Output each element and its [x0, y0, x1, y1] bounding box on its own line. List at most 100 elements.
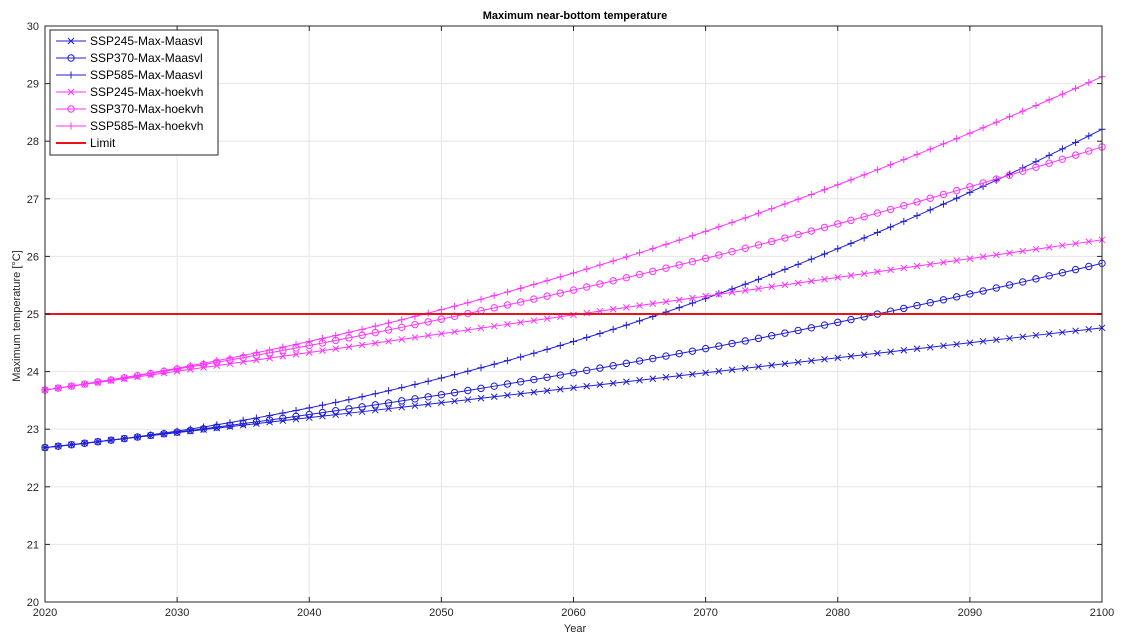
- data-point: [1006, 113, 1014, 121]
- data-point: [107, 436, 115, 444]
- data-point: [1045, 159, 1053, 167]
- data-point: [358, 403, 366, 411]
- data-point: [464, 326, 472, 334]
- data-point: [847, 216, 855, 225]
- data-point: [794, 358, 802, 366]
- data-point: [675, 236, 683, 244]
- data-point: [517, 390, 525, 398]
- data-point: [1058, 90, 1066, 98]
- data-point: [1085, 132, 1093, 140]
- data-point: [662, 298, 670, 306]
- legend-marker: [67, 122, 75, 130]
- data-point: [926, 145, 934, 153]
- data-point: [1032, 163, 1040, 171]
- data-point: [662, 373, 670, 381]
- x-tick-label: 2060: [561, 607, 585, 619]
- data-point: [701, 344, 710, 353]
- data-point: [939, 200, 947, 208]
- data-point: [926, 343, 934, 351]
- data-point: [1072, 138, 1080, 146]
- legend-item: SSP585-Max-hoekvh: [56, 119, 203, 133]
- data-point: [609, 305, 617, 313]
- data-point: [503, 380, 512, 388]
- data-point: [385, 387, 393, 395]
- data-point: [451, 371, 459, 379]
- data-point: [556, 342, 564, 350]
- data-point: [226, 354, 234, 362]
- data-point: [490, 382, 498, 390]
- data-point: [649, 354, 657, 363]
- x-tick-label: 2090: [958, 607, 982, 619]
- chart-title: Maximum near-bottom temperature: [483, 10, 668, 22]
- data-point: [490, 322, 498, 330]
- data-point: [292, 340, 300, 348]
- x-tick-label: 2050: [429, 607, 453, 619]
- data-point: [570, 338, 577, 346]
- data-point: [900, 156, 908, 164]
- data-point: [133, 433, 141, 441]
- data-point: [926, 298, 934, 307]
- data-point: [1085, 238, 1093, 246]
- data-point: [926, 206, 934, 214]
- data-point: [252, 414, 260, 422]
- data-point: [332, 345, 340, 353]
- data-point: [913, 212, 921, 220]
- data-point: [820, 223, 829, 232]
- data-point: [755, 363, 762, 371]
- data-point: [821, 250, 829, 258]
- data-point: [741, 337, 749, 345]
- data-point: [371, 390, 379, 398]
- data-point: [649, 375, 657, 383]
- data-point: [583, 366, 591, 375]
- data-point: [490, 304, 498, 312]
- data-point: [781, 265, 789, 273]
- data-point: [675, 372, 683, 380]
- legend-label: SSP370-Max-Maasvl: [90, 51, 203, 65]
- data-point: [371, 401, 380, 409]
- data-point: [1058, 145, 1066, 153]
- data-point: [1006, 334, 1013, 342]
- data-point: [781, 200, 789, 208]
- data-point: [622, 274, 631, 282]
- data-point: [570, 269, 577, 277]
- data-point: [966, 290, 974, 298]
- data-point: [358, 341, 366, 349]
- y-tick-label: 30: [27, 21, 39, 33]
- data-point: [530, 349, 538, 357]
- data-point: [450, 388, 459, 397]
- data-point: [741, 287, 749, 294]
- series-ssp370-max-maasvl: [41, 259, 1106, 452]
- data-point: [1072, 84, 1080, 92]
- data-point: [213, 421, 221, 429]
- legend-marker: [67, 88, 75, 96]
- data-point: [966, 339, 974, 347]
- data-point: [583, 382, 591, 390]
- data-point: [503, 288, 511, 296]
- data-point: [504, 320, 511, 328]
- data-point: [834, 220, 842, 228]
- data-point: [992, 118, 1000, 126]
- data-point: [266, 346, 274, 354]
- data-point: [992, 284, 1000, 292]
- data-point: [926, 260, 934, 268]
- data-point: [94, 438, 102, 446]
- data-point: [992, 175, 1000, 183]
- data-point: [556, 385, 564, 393]
- data-point: [398, 403, 406, 411]
- data-point: [754, 334, 763, 343]
- data-point: [213, 357, 221, 365]
- data-point: [331, 407, 340, 415]
- data-point: [662, 352, 670, 360]
- y-tick-label: 29: [27, 79, 39, 91]
- y-tick-label: 23: [27, 424, 39, 436]
- y-axis-label: Maximum temperature [°C]: [11, 250, 23, 382]
- data-point: [834, 274, 842, 281]
- data-point: [596, 280, 604, 288]
- data-point: [186, 362, 194, 370]
- data-point: [807, 324, 816, 332]
- y-tick-label: 27: [27, 194, 39, 206]
- data-point: [622, 359, 631, 368]
- data-point: [754, 275, 762, 283]
- data-point: [345, 328, 353, 336]
- data-point: [1071, 151, 1080, 159]
